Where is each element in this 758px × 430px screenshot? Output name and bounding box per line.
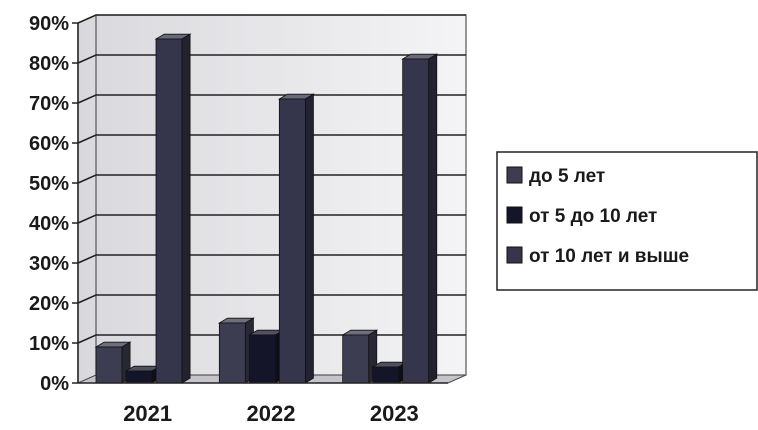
gridline <box>77 134 466 144</box>
legend-label: от 5 до 10 лет <box>529 206 657 227</box>
y-tick-label: 70% <box>29 93 69 115</box>
gridline <box>77 94 466 104</box>
bar <box>94 341 132 384</box>
legend-swatch <box>506 166 523 184</box>
bar-front <box>372 366 400 384</box>
bar-front <box>155 38 183 384</box>
x-tick-label: 2023 <box>370 401 419 426</box>
y-tick-label: 90% <box>29 13 69 35</box>
gridline <box>77 294 466 304</box>
bar-side <box>304 93 314 384</box>
legend-box <box>496 151 758 291</box>
bar <box>371 361 409 384</box>
y-tick-label: 10% <box>29 333 69 355</box>
bar-front <box>278 98 306 384</box>
gridline <box>77 214 466 224</box>
gridline <box>77 174 466 184</box>
bar <box>154 33 192 384</box>
legend-swatch <box>506 206 523 224</box>
x-tick-label: 2021 <box>123 401 172 426</box>
bar-front <box>125 370 153 384</box>
bar <box>124 365 162 384</box>
bar <box>341 329 379 384</box>
bar-front <box>218 322 246 384</box>
x-axis: 2021 2022 2023 <box>78 382 448 426</box>
y-tick-label: 30% <box>29 253 69 275</box>
bar <box>277 93 315 384</box>
bar-front <box>248 334 276 384</box>
y-tick-label: 0% <box>40 373 69 395</box>
gridlines <box>77 14 466 344</box>
bar-side <box>428 53 438 384</box>
bar-side <box>181 33 191 384</box>
legend-label: до 5 лет <box>529 166 605 187</box>
bar-front <box>342 334 370 384</box>
y-axis: 0% 10% 20% 30% 40% 50% 60% 70% 80% 90% <box>29 13 79 395</box>
legend-label: от 10 лет и выше <box>529 246 689 267</box>
bar <box>401 53 439 384</box>
gridline <box>77 14 466 24</box>
bar <box>247 329 285 384</box>
y-tick-label: 80% <box>29 53 69 75</box>
x-tick-label: 2022 <box>247 401 296 426</box>
legend: до 5 лет от 5 до 10 лет от 10 лет и выше <box>496 151 758 291</box>
bar <box>217 317 255 384</box>
y-tick-label: 20% <box>29 293 69 315</box>
y-tick-label: 40% <box>29 213 69 235</box>
y-tick-label: 60% <box>29 133 69 155</box>
bar-series <box>94 33 439 384</box>
y-tick-label: 50% <box>29 173 69 195</box>
gridline <box>77 254 466 264</box>
bar-front <box>95 346 123 384</box>
legend-swatch <box>506 246 523 264</box>
bar-front <box>402 58 430 384</box>
gridline <box>77 54 466 64</box>
